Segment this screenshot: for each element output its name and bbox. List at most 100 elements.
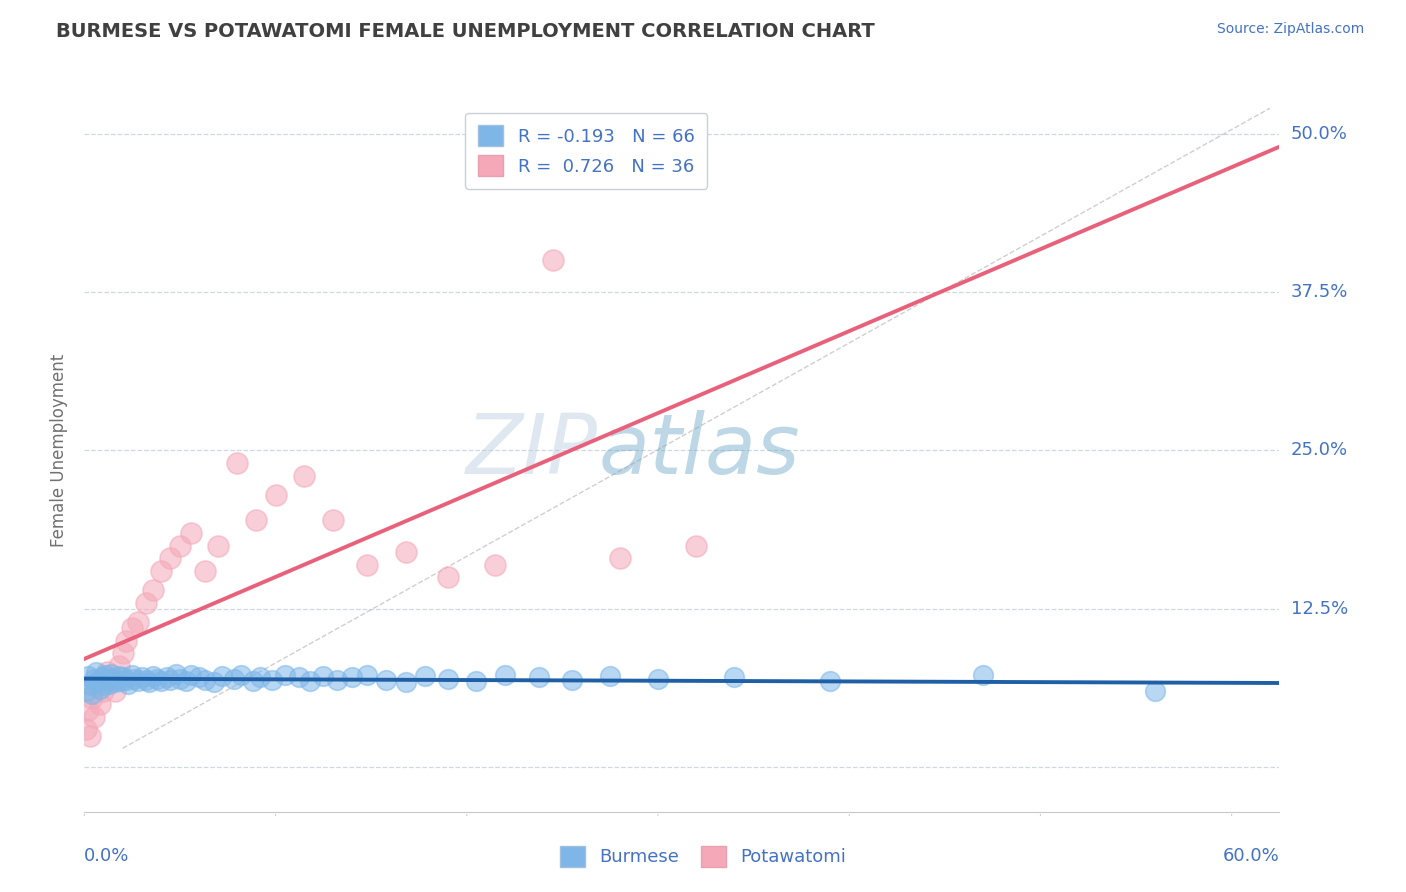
Point [723,670,745,684]
Point [93,678,115,692]
Point [159,551,181,566]
Point [222,672,245,686]
Point [89,697,111,711]
Point [356,558,378,572]
Point [90,670,112,684]
Point [340,670,363,684]
Point [264,488,287,502]
Legend: Burmese, Potawatomi: Burmese, Potawatomi [553,838,853,874]
Point [326,673,349,687]
Point [83,709,105,723]
Text: atlas: atlas [599,410,800,491]
Point [146,672,169,686]
Point [484,558,506,572]
Point [111,670,134,684]
Point [117,676,139,690]
Text: ZIP: ZIP [467,410,599,491]
Point [96,673,118,687]
Point [274,668,297,682]
Point [436,570,458,584]
Y-axis label: Female Unemployment: Female Unemployment [51,354,69,547]
Point [494,668,516,682]
Point [394,545,416,559]
Point [107,669,129,683]
Point [298,674,321,689]
Point [609,551,631,566]
Point [115,633,138,648]
Point [80,690,103,705]
Point [174,674,197,689]
Point [465,674,488,689]
Point [149,674,172,689]
Point [93,684,115,698]
Point [818,674,841,689]
Point [211,669,233,683]
Point [231,668,253,682]
Point [127,674,149,689]
Text: Source: ZipAtlas.com: Source: ZipAtlas.com [1216,22,1364,37]
Point [131,670,153,684]
Point [100,672,122,686]
Point [561,673,583,687]
Point [207,539,229,553]
Point [89,681,111,696]
Point [107,659,129,673]
Legend: R = -0.193   N = 66, R =  0.726   N = 36: R = -0.193 N = 66, R = 0.726 N = 36 [465,112,707,189]
Point [122,672,145,686]
Point [96,665,118,680]
Point [245,513,267,527]
Point [599,669,621,683]
Point [138,675,160,690]
Point [436,672,458,686]
Point [79,678,101,692]
Point [322,513,344,527]
Text: 37.5%: 37.5% [1291,283,1348,301]
Point [142,582,165,597]
Point [647,672,669,686]
Point [292,468,315,483]
Point [79,729,101,743]
Point [104,684,127,698]
Point [94,668,117,682]
Point [260,673,283,687]
Point [127,615,149,629]
Point [83,672,105,686]
Text: 60.0%: 60.0% [1223,847,1279,865]
Point [77,703,100,717]
Point [169,672,191,686]
Point [194,564,217,578]
Point [75,723,97,737]
Point [188,670,211,684]
Point [226,456,249,470]
Point [80,687,103,701]
Point [155,670,177,684]
Point [529,670,551,684]
Point [287,670,309,684]
Point [84,665,107,680]
Point [685,539,707,553]
Point [180,668,202,682]
Point [149,564,172,578]
Point [135,673,157,687]
Point [77,669,100,683]
Point [165,666,187,681]
Text: 50.0%: 50.0% [1291,125,1347,143]
Point [101,672,124,686]
Point [98,676,121,690]
Point [169,539,191,553]
Point [84,678,107,692]
Text: 0.0%: 0.0% [84,847,129,865]
Point [375,673,398,687]
Point [394,675,416,690]
Point [249,670,271,684]
Text: BURMESE VS POTAWATOMI FEMALE UNEMPLOYMENT CORRELATION CHART: BURMESE VS POTAWATOMI FEMALE UNEMPLOYMEN… [56,22,875,41]
Text: 25.0%: 25.0% [1291,442,1348,459]
Point [180,525,202,540]
Point [121,621,143,635]
Point [356,668,378,682]
Text: 12.5%: 12.5% [1291,600,1348,618]
Point [87,674,110,689]
Point [135,596,157,610]
Point [972,668,994,682]
Point [142,669,165,683]
